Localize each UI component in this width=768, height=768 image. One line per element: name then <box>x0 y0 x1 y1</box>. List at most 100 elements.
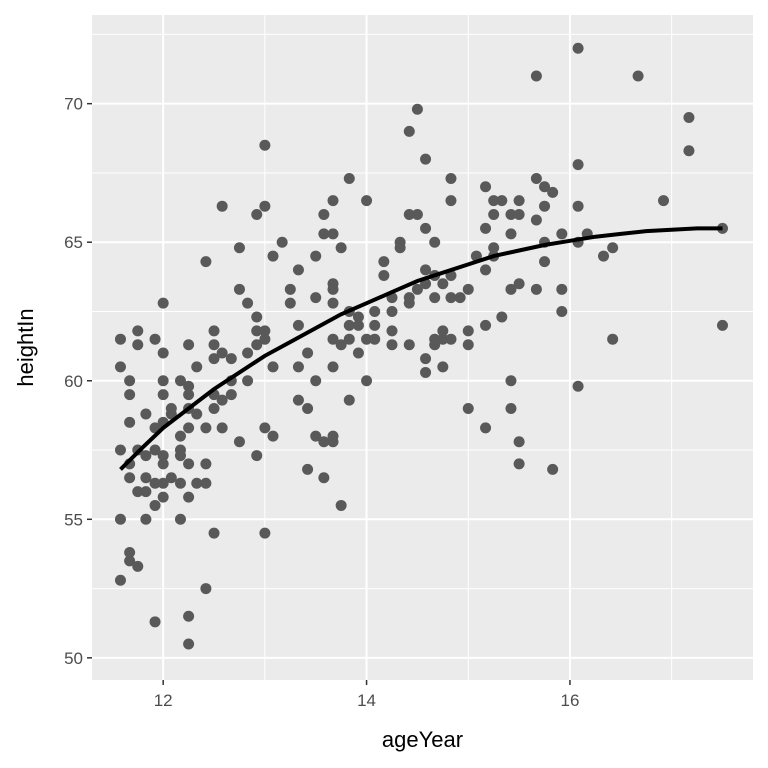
data-point <box>310 430 322 442</box>
data-point <box>513 458 525 470</box>
data-point <box>233 283 245 295</box>
data-point <box>513 436 525 448</box>
data-point <box>216 347 228 359</box>
data-point <box>191 361 203 373</box>
data-point <box>343 172 355 184</box>
data-point <box>437 361 449 373</box>
data-point <box>480 222 492 234</box>
x-axis-ticks: 12 14 16 <box>154 680 579 710</box>
data-point <box>200 477 212 489</box>
data-point <box>157 347 169 359</box>
data-point <box>378 269 390 281</box>
data-point <box>445 333 457 345</box>
data-point <box>114 361 126 373</box>
data-point <box>149 477 161 489</box>
data-point <box>327 333 339 345</box>
data-point <box>284 283 296 295</box>
data-point <box>480 319 492 331</box>
data-point <box>191 408 203 420</box>
data-point <box>547 186 559 198</box>
data-point <box>658 195 670 207</box>
y-axis-title: heightIn <box>13 308 38 386</box>
data-point <box>183 610 195 622</box>
points-layer <box>114 42 728 650</box>
data-point <box>386 325 398 337</box>
data-point <box>302 402 314 414</box>
data-point <box>530 70 542 82</box>
data-point <box>216 394 228 406</box>
data-point <box>140 486 152 498</box>
data-point <box>132 325 144 337</box>
data-point <box>403 209 415 220</box>
data-point <box>505 228 517 240</box>
data-point <box>572 159 584 171</box>
data-point <box>259 333 271 345</box>
data-point <box>683 112 695 124</box>
data-point <box>183 491 195 503</box>
data-point <box>259 200 271 212</box>
data-point <box>403 125 415 137</box>
data-point <box>598 250 610 262</box>
data-point <box>124 416 136 428</box>
data-point <box>114 333 126 345</box>
data-point <box>530 283 542 295</box>
data-point <box>174 513 186 525</box>
x-tick-label: 14 <box>357 691 376 710</box>
data-point <box>437 325 449 337</box>
data-point <box>716 319 728 331</box>
data-point <box>386 305 398 317</box>
data-point <box>149 499 161 511</box>
data-point <box>208 402 220 414</box>
data-point <box>530 214 542 226</box>
data-point <box>488 195 500 207</box>
data-point <box>242 375 254 387</box>
data-point <box>233 436 245 448</box>
data-point <box>429 292 441 304</box>
data-point <box>572 200 584 212</box>
data-point <box>124 389 136 401</box>
data-point <box>251 339 263 351</box>
data-point <box>343 394 355 406</box>
data-point <box>572 42 584 54</box>
data-point <box>284 297 296 309</box>
data-point <box>183 380 195 392</box>
data-point <box>259 527 271 539</box>
data-point <box>140 408 152 420</box>
data-point <box>539 256 551 268</box>
data-point <box>140 472 152 484</box>
data-point <box>310 250 322 262</box>
data-point <box>343 333 355 345</box>
data-point <box>114 574 126 586</box>
y-tick-label: 50 <box>64 649 83 668</box>
data-point <box>200 583 212 595</box>
data-point <box>302 347 314 359</box>
data-point <box>403 292 415 304</box>
data-point <box>420 153 432 165</box>
data-point <box>369 319 381 331</box>
y-tick-label: 65 <box>64 233 83 252</box>
data-point <box>132 339 144 351</box>
data-point <box>556 283 568 295</box>
data-point <box>352 319 364 331</box>
data-point <box>251 325 263 337</box>
data-point <box>242 297 254 309</box>
data-point <box>420 222 432 234</box>
data-point <box>157 389 169 401</box>
data-point <box>200 458 212 470</box>
data-point <box>183 638 195 650</box>
data-point <box>149 616 161 628</box>
data-point <box>267 430 279 442</box>
data-point <box>327 361 339 373</box>
data-point <box>200 256 212 268</box>
data-point <box>233 242 245 254</box>
data-point <box>183 422 195 434</box>
data-point <box>530 172 542 184</box>
data-point <box>157 458 169 470</box>
data-point <box>505 375 517 387</box>
data-point <box>352 311 364 323</box>
data-point <box>157 477 169 489</box>
fit-line <box>119 226 723 471</box>
data-point <box>251 209 263 220</box>
data-point <box>327 430 339 442</box>
data-point <box>292 319 304 331</box>
